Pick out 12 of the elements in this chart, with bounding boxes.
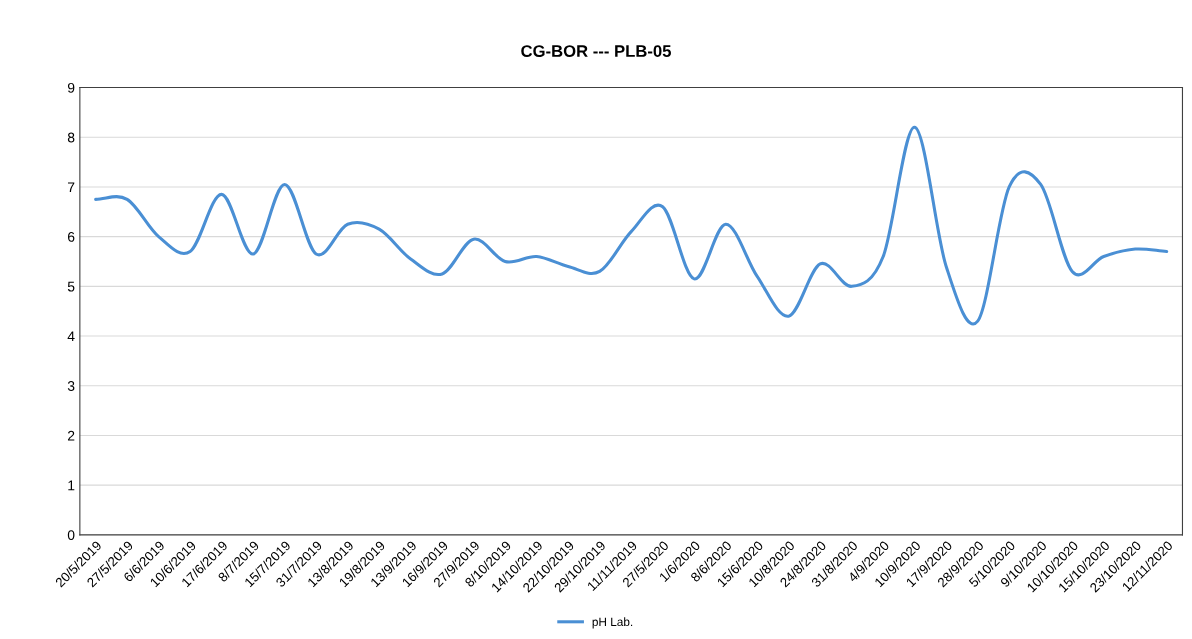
chart-title: CG-BOR --- PLB-05 [521,45,671,57]
y-tick-label: 4 [67,331,75,342]
y-tick-label: 5 [67,281,75,292]
legend-label: pH Lab. [592,617,633,629]
y-tick-label: 6 [67,231,75,242]
y-tick-label: 0 [67,530,75,541]
y-tick-label: 1 [68,480,75,491]
y-tick-label: 9 [67,82,75,93]
y-tick-label: 2 [67,430,75,441]
y-tick-label: 8 [67,132,75,143]
y-tick-label: 7 [67,182,75,192]
y-tick-label: 3 [67,381,75,391]
